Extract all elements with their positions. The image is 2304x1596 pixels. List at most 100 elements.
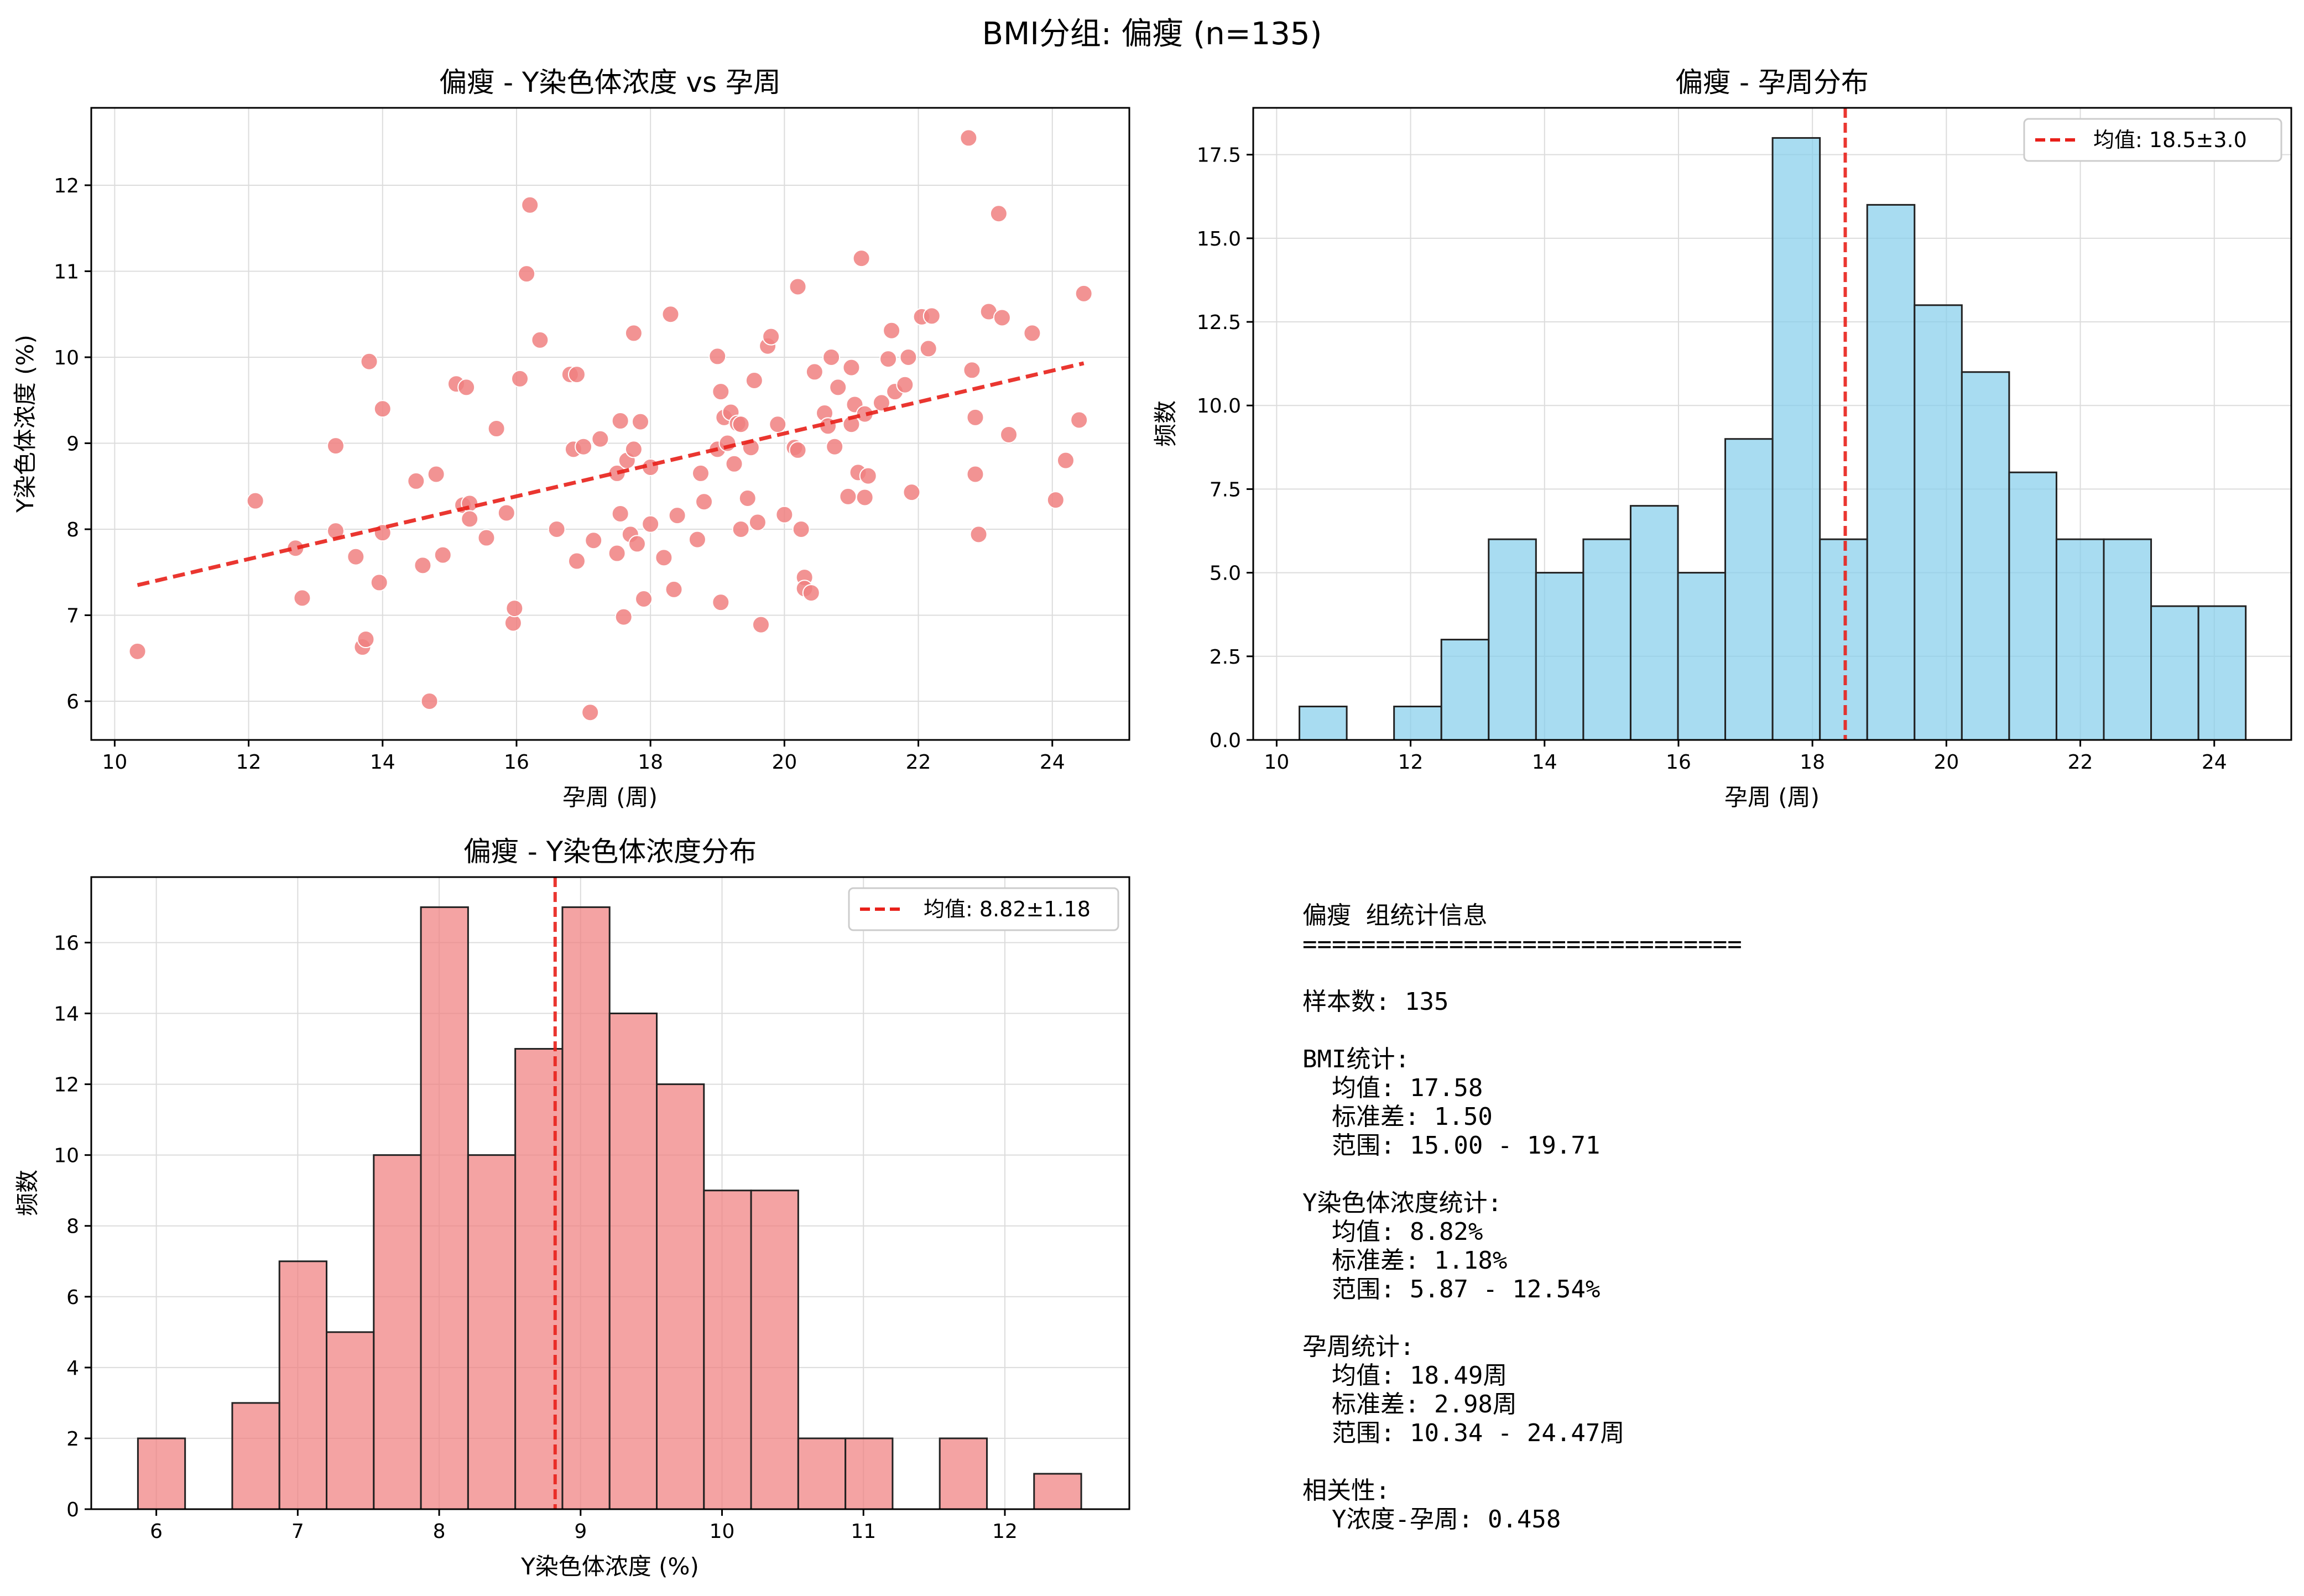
histogram-bar: [939, 1437, 988, 1510]
scatter-point: [899, 348, 918, 366]
scatter-point: [989, 205, 1008, 223]
y-tick-label: 0.0: [1210, 729, 1241, 752]
histogram-bar: [420, 906, 469, 1510]
scatter-point: [407, 472, 425, 490]
x-tick-label: 14: [370, 751, 395, 774]
scatter-point: [611, 505, 629, 523]
scatter-plot-frame: [91, 108, 1129, 740]
scatter-point: [792, 520, 810, 538]
histogram-bar: [1629, 505, 1679, 741]
histogram-bar: [608, 1013, 658, 1510]
scatter-point: [668, 507, 686, 525]
histogram-bar: [326, 1331, 375, 1510]
scatter-point: [839, 487, 857, 505]
y-hist-panel: 6 7 8 9 10 11 12 0 2 4 6 8 10 12 14 16 均值: 8.82±1.18 偏瘦…: [14, 836, 1130, 1580]
scatter-point: [738, 489, 757, 508]
ga-hist-legend: 均值: 18.5±3.0: [2023, 118, 2282, 162]
y-tick-label: 10.0: [1197, 395, 1241, 418]
x-tick-label: 22: [906, 751, 931, 774]
x-tick-label: 10: [1264, 751, 1289, 774]
stats-text-block: 偏瘦 组统计信息 ============================== …: [1302, 901, 1742, 1534]
scatter-point: [712, 593, 730, 612]
scatter-point: [903, 483, 921, 502]
x-tick-label: 9: [574, 1520, 587, 1543]
histogram-bar: [1488, 538, 1537, 741]
scatter-point: [357, 630, 375, 649]
scatter-point: [504, 614, 522, 632]
scatter-point: [608, 544, 626, 562]
scatter-point: [732, 520, 750, 538]
histogram-bar: [2150, 605, 2199, 741]
scatter-point: [327, 437, 345, 455]
scatter-point: [128, 642, 147, 660]
x-tick-label: 12: [992, 1520, 1018, 1543]
y-hist-legend: 均值: 8.82±1.18: [848, 887, 1119, 931]
scatter-point: [427, 465, 445, 483]
scatter-point: [963, 361, 981, 379]
scatter-point: [922, 307, 941, 325]
scatter-point: [414, 556, 432, 575]
x-tick-label: 12: [236, 751, 262, 774]
histogram-bar: [1914, 304, 1963, 741]
scatter-grid: [91, 108, 1129, 740]
histogram-bar: [2103, 538, 2152, 741]
x-tick-label: 6: [150, 1520, 163, 1543]
y-tick-label: 15.0: [1197, 228, 1241, 251]
scatter-point: [752, 616, 770, 634]
scatter-point: [581, 703, 600, 722]
ga-hist-panel: 10 12 14 16 18 20 22 24 0.0 2.5 5.0 7.5 10.0 12.5 15.0…: [1152, 66, 2292, 811]
y-hist-ticks: 6 7 8 9 10 11 12 0 2 4 6 8 10 12 14 16: [54, 932, 1018, 1543]
histogram-bar: [373, 1154, 422, 1510]
y-tick-label: 12.5: [1197, 311, 1241, 334]
scatter-point: [497, 504, 515, 522]
histogram-bar: [1961, 371, 2010, 741]
scatter-point: [688, 530, 706, 549]
scatter-y-axis-label: Y染色体浓度 (%): [12, 335, 39, 513]
scatter-point: [789, 441, 807, 459]
scatter-point: [732, 415, 750, 434]
x-tick-label: 8: [433, 1520, 446, 1543]
scatter-point: [461, 510, 479, 528]
ga-hist-x-axis-label: 孕周 (周): [1724, 784, 1820, 811]
histogram-bar: [1582, 538, 1631, 741]
scatter-point: [1070, 411, 1088, 429]
scatter-point: [775, 505, 794, 524]
histogram-bar: [656, 1083, 705, 1510]
y-tick-label: 11: [54, 260, 79, 283]
histogram-bar: [561, 906, 611, 1510]
scatter-point: [859, 467, 877, 485]
scatter-point: [511, 369, 529, 388]
scatter-point: [802, 584, 820, 602]
scatter-point: [829, 378, 847, 397]
scatter-point: [347, 547, 365, 566]
y-tick-label: 6: [66, 691, 79, 713]
histogram-bar: [845, 1437, 894, 1510]
y-tick-label: 0: [66, 1499, 79, 1521]
x-tick-label: 22: [2068, 751, 2093, 774]
y-tick-label: 10: [54, 347, 79, 369]
scatter-point: [360, 352, 378, 371]
y-tick-label: 9: [66, 432, 79, 455]
y-tick-label: 17.5: [1197, 144, 1241, 167]
histogram-bar: [467, 1154, 517, 1510]
x-tick-label: 14: [1532, 751, 1557, 774]
scatter-point: [879, 350, 898, 368]
histogram-bar: [1724, 438, 1774, 741]
scatter-point: [655, 549, 673, 567]
scatter-point: [789, 278, 807, 296]
scatter-point: [691, 464, 710, 482]
ga-hist-y-axis-label: 频数: [1152, 400, 1179, 447]
scatter-point: [1075, 284, 1093, 302]
x-tick-label: 16: [1666, 751, 1691, 774]
scatter-point: [1023, 324, 1041, 342]
x-tick-label: 12: [1398, 751, 1424, 774]
scatter-point: [370, 573, 388, 592]
ga-hist-legend-label: 均值: 18.5±3.0: [2093, 128, 2247, 152]
y-hist-axes-border: [90, 876, 1130, 1510]
histogram-bar: [1033, 1473, 1082, 1510]
scatter-point: [966, 465, 984, 483]
trend-line: [137, 361, 1085, 587]
y-tick-label: 8: [66, 1216, 79, 1238]
y-tick-label: 6: [66, 1286, 79, 1309]
